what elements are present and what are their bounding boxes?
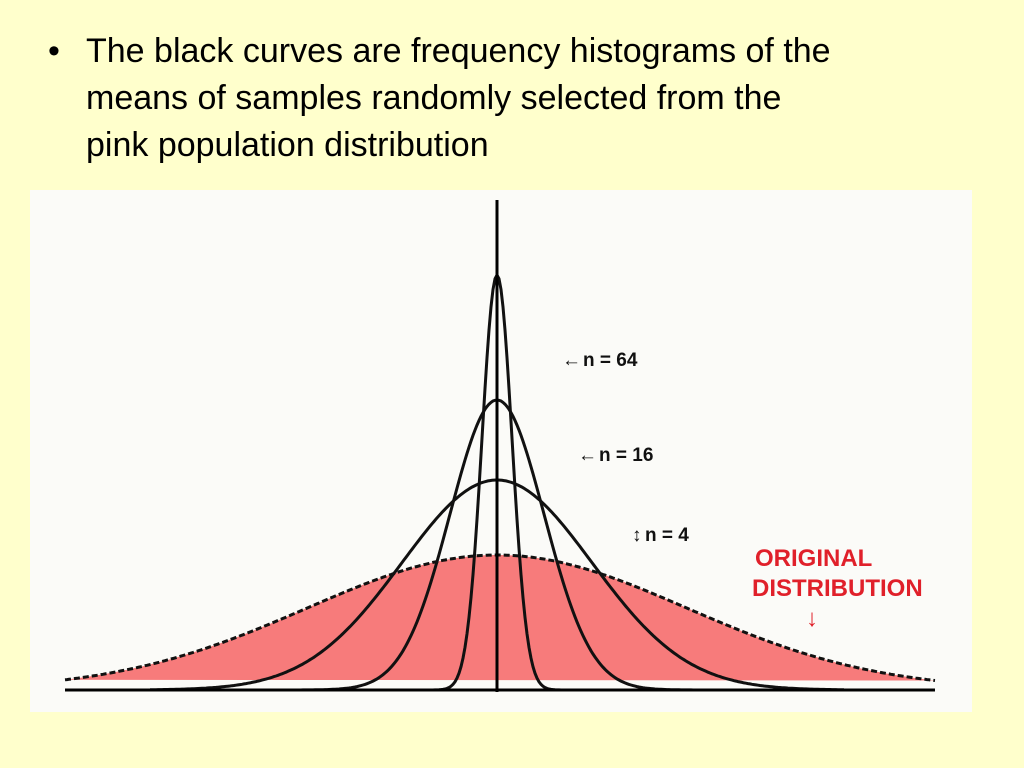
- label-original: DISTRIBUTION: [752, 575, 923, 602]
- label-original: ORIGINAL: [755, 545, 872, 572]
- label-n64: n = 64: [583, 350, 638, 371]
- bullet-line: pink population distribution: [86, 126, 489, 164]
- arrow: ←: [578, 445, 597, 466]
- bullet-line: The black curves are frequency histogram…: [86, 32, 831, 70]
- label-n4: n = 4: [645, 525, 689, 546]
- bullet-line: means of samples randomly selected from …: [86, 79, 781, 117]
- arrow: ↕: [632, 525, 642, 546]
- original-fill: [65, 555, 935, 681]
- bullet-dot: •: [48, 32, 60, 70]
- arrow: ←: [562, 350, 581, 371]
- original-outline: [64, 553, 936, 682]
- label-n16: n = 16: [599, 445, 653, 466]
- arrow: ↓: [806, 605, 818, 632]
